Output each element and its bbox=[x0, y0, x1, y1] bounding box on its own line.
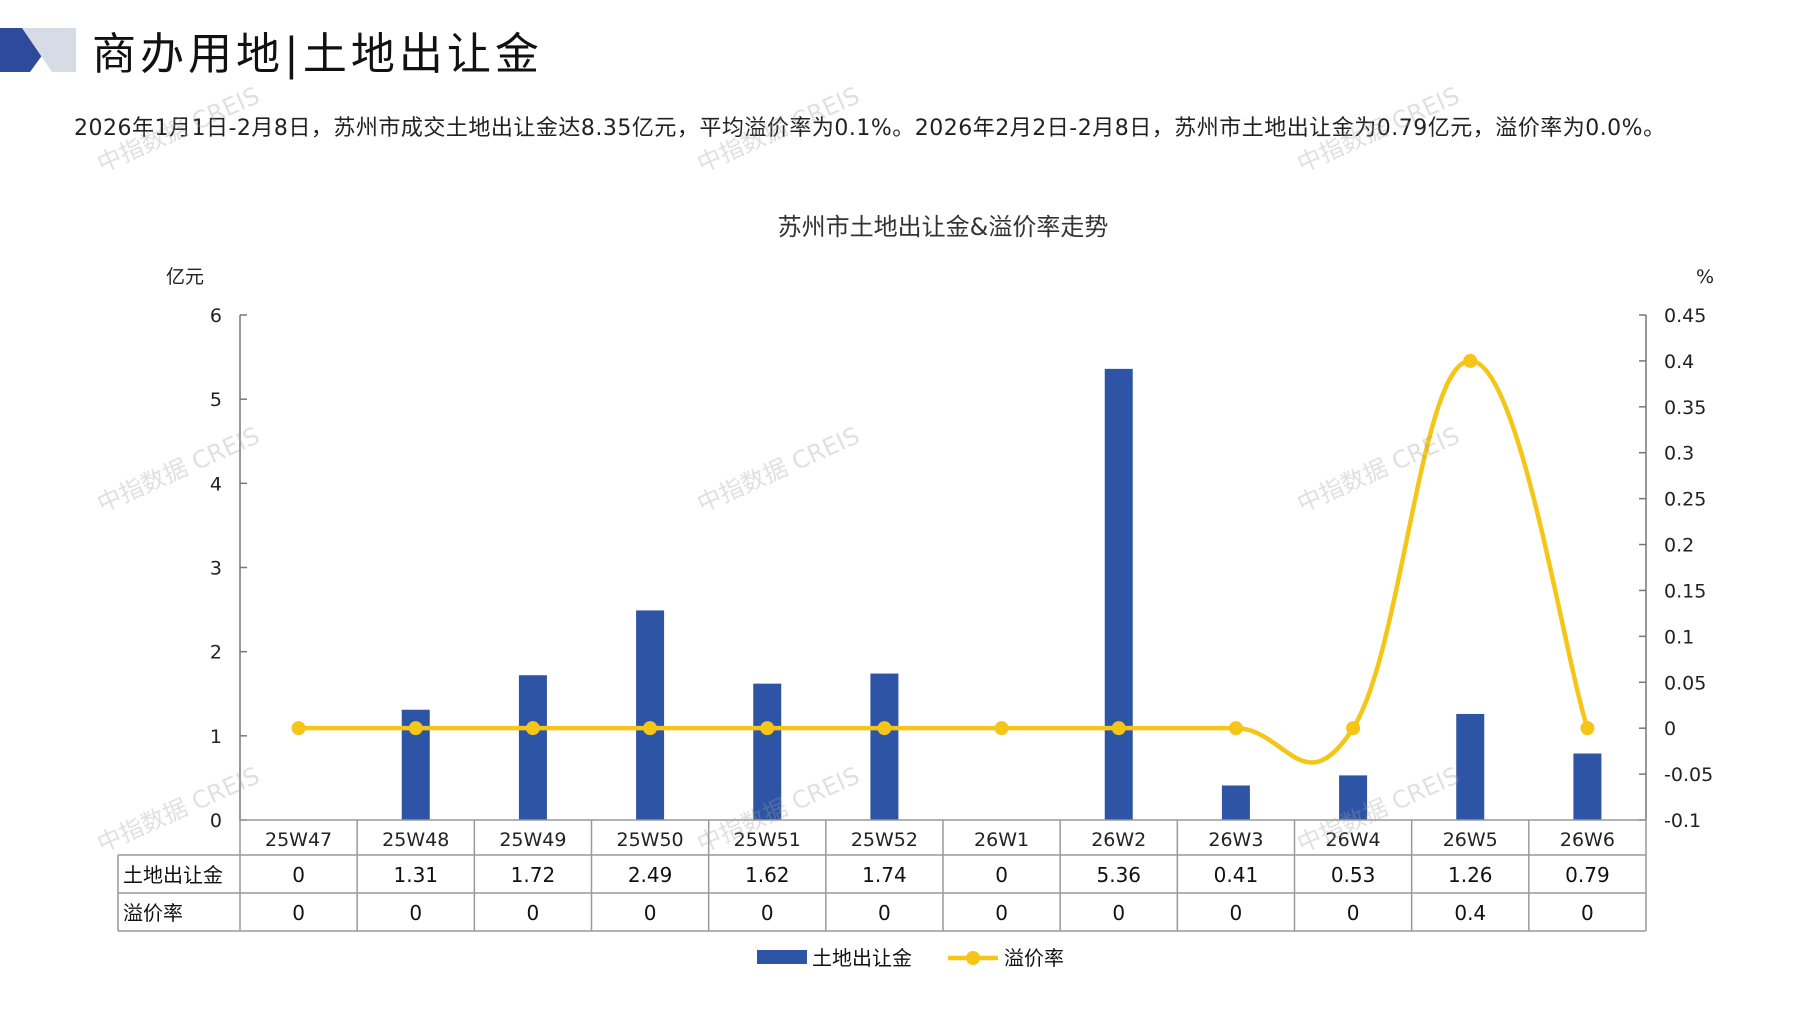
bar bbox=[1104, 368, 1133, 820]
line-point bbox=[1580, 721, 1595, 736]
data-label: 0 bbox=[1347, 901, 1360, 925]
x-tick-label: 25W50 bbox=[617, 829, 684, 851]
data-label: 0 bbox=[995, 901, 1008, 925]
right-axis-tick-label: 0.35 bbox=[1664, 397, 1706, 419]
bar bbox=[1456, 713, 1485, 820]
left-axis-tick-label: 6 bbox=[210, 305, 222, 327]
legend-label: 溢价率 bbox=[1004, 946, 1064, 970]
left-axis-tick-label: 3 bbox=[210, 558, 222, 580]
line-point bbox=[291, 721, 306, 736]
data-label: 0 bbox=[527, 901, 540, 925]
data-label: 0 bbox=[1581, 901, 1594, 925]
data-label: 0 bbox=[995, 863, 1008, 887]
x-tick-label: 25W52 bbox=[851, 829, 918, 851]
x-tick-label: 25W51 bbox=[734, 829, 801, 851]
left-axis-tick-label: 5 bbox=[210, 389, 222, 411]
x-tick-label: 26W1 bbox=[974, 829, 1029, 851]
x-tick-label: 26W4 bbox=[1326, 829, 1381, 851]
right-axis-tick-label: 0.25 bbox=[1664, 489, 1706, 511]
bar bbox=[1221, 785, 1250, 820]
right-axis-tick-label: 0.05 bbox=[1664, 672, 1706, 694]
legend-swatch-bar bbox=[757, 950, 807, 964]
data-label: 0 bbox=[761, 901, 774, 925]
line-point bbox=[1463, 353, 1478, 368]
chart-title: 苏州市土地出让金&溢价率走势 bbox=[778, 213, 1109, 241]
bar bbox=[1339, 775, 1368, 820]
bar bbox=[518, 675, 547, 820]
data-label: 1.74 bbox=[862, 863, 907, 887]
data-label: 1.62 bbox=[745, 863, 790, 887]
page-title: 商办用地|土地出让金 bbox=[92, 29, 543, 80]
x-tick-label: 26W2 bbox=[1091, 829, 1146, 851]
x-tick-label: 25W49 bbox=[499, 829, 566, 851]
data-label: 0.41 bbox=[1214, 863, 1259, 887]
data-label: 0 bbox=[1112, 901, 1125, 925]
right-axis-tick-label: 0.45 bbox=[1664, 305, 1706, 327]
data-label: 5.36 bbox=[1096, 863, 1141, 887]
bar bbox=[636, 610, 665, 820]
left-axis-tick-label: 0 bbox=[210, 810, 222, 832]
x-tick-label: 25W48 bbox=[382, 829, 449, 851]
left-axis-tick-label: 2 bbox=[210, 642, 222, 664]
data-label: 1.72 bbox=[511, 863, 556, 887]
line-point bbox=[760, 721, 775, 736]
x-tick-label: 26W3 bbox=[1208, 829, 1263, 851]
right-axis-tick-label: 0 bbox=[1664, 718, 1676, 740]
bar bbox=[870, 673, 899, 820]
table-row-label: 溢价率 bbox=[123, 901, 183, 925]
right-axis-tick-label: 0.15 bbox=[1664, 580, 1706, 602]
left-axis-unit: 亿元 bbox=[166, 266, 204, 288]
data-label: 0 bbox=[1230, 901, 1243, 925]
data-label: 0 bbox=[409, 901, 422, 925]
summary-text: 2026年1月1日-2月8日，苏州市成交土地出让金达8.35亿元，平均溢价率为0… bbox=[74, 116, 1666, 141]
x-tick-label: 25W47 bbox=[265, 829, 332, 851]
data-label: 0 bbox=[292, 863, 305, 887]
data-label: 0.4 bbox=[1454, 901, 1486, 925]
data-label: 1.26 bbox=[1448, 863, 1493, 887]
legend-swatch-point bbox=[966, 951, 980, 965]
line-point bbox=[408, 721, 423, 736]
x-tick-label: 26W6 bbox=[1560, 829, 1615, 851]
line-point bbox=[643, 721, 658, 736]
right-axis-tick-label: 0.1 bbox=[1664, 626, 1694, 648]
data-label: 1.31 bbox=[393, 863, 438, 887]
right-axis-unit: % bbox=[1696, 266, 1714, 288]
line-point bbox=[1346, 721, 1361, 736]
left-axis-tick-label: 1 bbox=[210, 726, 222, 748]
right-axis-tick-label: -0.1 bbox=[1664, 810, 1701, 832]
line-point bbox=[877, 721, 892, 736]
right-axis-tick-label: 0.4 bbox=[1664, 351, 1694, 373]
bar bbox=[753, 683, 782, 820]
right-axis-tick-label: 0.2 bbox=[1664, 535, 1694, 557]
x-tick-label: 26W5 bbox=[1443, 829, 1498, 851]
left-axis-tick-label: 4 bbox=[210, 473, 222, 495]
data-label: 0.53 bbox=[1331, 863, 1376, 887]
data-label: 0 bbox=[644, 901, 657, 925]
line-point bbox=[1228, 721, 1243, 736]
data-label: 0.79 bbox=[1565, 863, 1610, 887]
data-label: 2.49 bbox=[628, 863, 673, 887]
data-label: 0 bbox=[292, 901, 305, 925]
data-label: 0 bbox=[878, 901, 891, 925]
legend-label: 土地出让金 bbox=[812, 946, 912, 970]
table-row-label: 土地出让金 bbox=[123, 863, 223, 887]
line-point bbox=[994, 721, 1009, 736]
right-axis-tick-label: -0.05 bbox=[1664, 764, 1713, 786]
line-point bbox=[1111, 721, 1126, 736]
right-axis-tick-label: 0.3 bbox=[1664, 443, 1694, 465]
line-point bbox=[525, 721, 540, 736]
bar bbox=[1573, 753, 1602, 820]
logo bbox=[0, 28, 76, 72]
series-line bbox=[298, 358, 1590, 765]
